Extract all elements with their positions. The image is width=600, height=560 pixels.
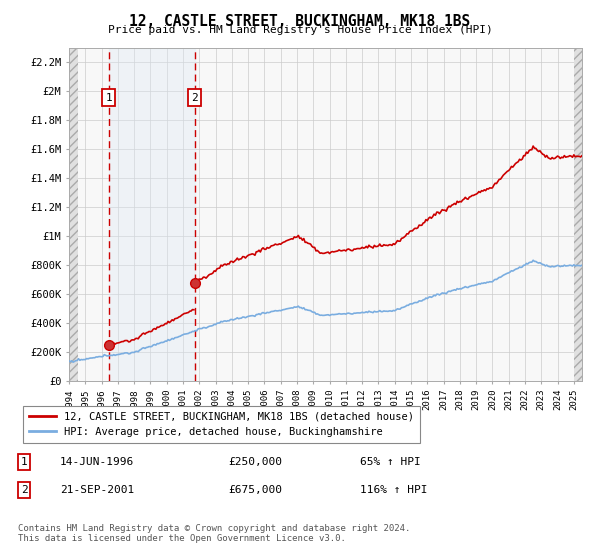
Text: 1: 1: [106, 92, 112, 102]
Text: 14-JUN-1996: 14-JUN-1996: [60, 457, 134, 467]
Text: 116% ↑ HPI: 116% ↑ HPI: [360, 485, 427, 495]
Text: £250,000: £250,000: [228, 457, 282, 467]
Bar: [109, 48, 195, 381]
Text: 1: 1: [20, 457, 28, 467]
Text: 12, CASTLE STREET, BUCKINGHAM, MK18 1BS: 12, CASTLE STREET, BUCKINGHAM, MK18 1BS: [130, 14, 470, 29]
Text: 2: 2: [191, 92, 198, 102]
Text: Contains HM Land Registry data © Crown copyright and database right 2024.
This d: Contains HM Land Registry data © Crown c…: [18, 524, 410, 543]
Text: 21-SEP-2001: 21-SEP-2001: [60, 485, 134, 495]
Bar: [574, 48, 582, 381]
Text: 2: 2: [20, 485, 28, 495]
Legend: 12, CASTLE STREET, BUCKINGHAM, MK18 1BS (detached house), HPI: Average price, de: 12, CASTLE STREET, BUCKINGHAM, MK18 1BS …: [23, 405, 420, 444]
Text: Price paid vs. HM Land Registry's House Price Index (HPI): Price paid vs. HM Land Registry's House …: [107, 25, 493, 35]
Bar: [69, 48, 78, 381]
Text: £675,000: £675,000: [228, 485, 282, 495]
Text: 65% ↑ HPI: 65% ↑ HPI: [360, 457, 421, 467]
